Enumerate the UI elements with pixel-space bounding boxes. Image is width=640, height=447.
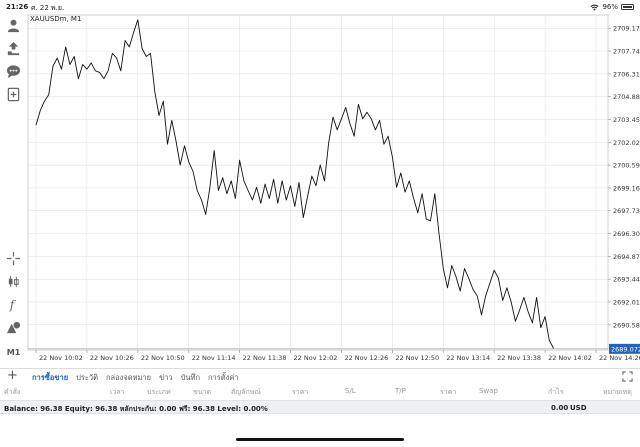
price-tick-label: 2692.010 bbox=[613, 298, 640, 306]
trade-button[interactable] bbox=[4, 39, 23, 58]
time-tick-label: 22 Nov 13:14 bbox=[446, 354, 490, 362]
column-header-1[interactable]: เวลา bbox=[110, 388, 125, 396]
account-balance-row: Balance: 96.38 Equity: 96.38 หลักประกัน:… bbox=[0, 400, 640, 414]
total-profit: 0.00 bbox=[551, 404, 569, 412]
battery-icon bbox=[621, 4, 634, 10]
status-date: ศ. 22 พ.ย. bbox=[31, 4, 65, 12]
indicators-button[interactable]: f bbox=[4, 295, 23, 314]
price-tick-label: 2694.870 bbox=[613, 253, 640, 261]
price-tick-label: 2706.310 bbox=[613, 70, 640, 78]
crosshair-icon bbox=[6, 251, 21, 266]
balance-summary: Balance: 96.38 Equity: 96.38 หลักประกัน:… bbox=[4, 405, 268, 413]
time-tick-label: 22 Nov 10:50 bbox=[141, 354, 185, 362]
tab-1[interactable]: ประวัติ bbox=[76, 373, 99, 382]
price-tick-label: 2693.440 bbox=[613, 276, 640, 284]
status-time: 21:26 bbox=[6, 3, 29, 11]
price-tick-label: 2709.170 bbox=[613, 25, 640, 33]
price-tick-label: 2699.160 bbox=[613, 184, 640, 192]
chat-button[interactable] bbox=[4, 62, 23, 81]
indicator-icon: f bbox=[9, 298, 17, 312]
price-tick-label: 2697.730 bbox=[613, 207, 640, 215]
time-tick-label: 22 Nov 10:26 bbox=[90, 354, 134, 362]
trade-icon bbox=[7, 41, 20, 56]
svg-text:f: f bbox=[9, 298, 17, 312]
objects-icon bbox=[6, 321, 21, 334]
plot-frame bbox=[27, 14, 609, 351]
tab-2[interactable]: กล่องจดหมาย bbox=[106, 373, 152, 382]
expand-panel-icon[interactable] bbox=[622, 371, 633, 382]
price-tick-label: 2707.740 bbox=[613, 48, 640, 56]
timeframe-label: M1 bbox=[6, 348, 21, 357]
time-tick-label: 22 Nov 11:38 bbox=[243, 354, 287, 362]
price-tick-label: 2696.300 bbox=[613, 230, 640, 238]
terminal-tabs: การซื้อขาย ประวัติ กล่องจดหมาย ข่าว บันทึก กา… bbox=[32, 372, 239, 384]
crosshair-button[interactable] bbox=[4, 249, 23, 268]
time-tick-label: 22 Nov 14:26 bbox=[599, 354, 640, 362]
account-button[interactable] bbox=[4, 16, 23, 35]
column-header-8[interactable]: ราคา bbox=[440, 388, 457, 396]
price-tick-label: 2690.580 bbox=[613, 321, 640, 329]
time-tick-label: 22 Nov 12:02 bbox=[294, 354, 338, 362]
price-tick-label: 2702.020 bbox=[613, 139, 640, 147]
tab-5[interactable]: การตั้งค่า bbox=[208, 373, 239, 382]
price-chart[interactable]: 2709.170 2707.740 2706.310 2704.880 2703.450… bbox=[27, 14, 640, 366]
price-tick-label: 2700.590 bbox=[613, 162, 640, 170]
chart-canvas[interactable]: 2709.170 2707.740 2706.310 2704.880 2703.450… bbox=[27, 14, 640, 366]
wifi-icon bbox=[590, 4, 599, 11]
new-chart-button[interactable] bbox=[4, 85, 23, 104]
time-tick-label: 22 Nov 10:02 bbox=[39, 354, 83, 362]
tab-4[interactable]: บันทึก bbox=[180, 373, 201, 382]
column-header-9[interactable]: Swap bbox=[479, 387, 498, 395]
person-icon bbox=[7, 19, 20, 33]
battery-percent: 96% bbox=[602, 3, 618, 11]
time-tick-label: 22 Nov 11:14 bbox=[192, 354, 236, 362]
current-price-badge bbox=[609, 343, 640, 354]
chart-type-button[interactable] bbox=[4, 272, 23, 291]
add-order-button[interactable]: + bbox=[7, 368, 18, 383]
terminal-tab-bar: + การซื้อขาย ประวัติ กล่องจดหมาย ข่าว บันทึก… bbox=[0, 368, 640, 384]
candlestick-icon bbox=[8, 275, 19, 288]
price-tick-label: 2704.880 bbox=[613, 93, 640, 101]
time-tick-label: 22 Nov 13:38 bbox=[497, 354, 541, 362]
column-header-6[interactable]: S/L bbox=[345, 387, 356, 395]
add-chart-icon bbox=[7, 87, 20, 102]
price-tick-label: 2703.450 bbox=[613, 116, 640, 124]
column-header-10[interactable]: กำไร bbox=[548, 388, 564, 396]
home-indicator[interactable] bbox=[236, 438, 404, 441]
column-header-5[interactable]: ราคา bbox=[292, 388, 309, 396]
column-header-3[interactable]: ขนาด bbox=[193, 388, 212, 396]
time-tick-label: 22 Nov 14:02 bbox=[548, 354, 592, 362]
status-indicators: 96% bbox=[590, 3, 634, 11]
tab-0[interactable]: การซื้อขาย bbox=[32, 373, 69, 382]
current-price-label: 2689.072 bbox=[611, 345, 640, 353]
left-toolbar: f M1 bbox=[0, 14, 27, 366]
column-header-2[interactable]: ประเภท bbox=[147, 388, 171, 396]
chat-icon bbox=[6, 65, 21, 79]
column-header-4[interactable]: สัญลักษณ์ bbox=[231, 388, 261, 396]
status-bar: 21:26 ศ. 22 พ.ย. 96% bbox=[0, 0, 640, 14]
chart-symbol-label: XAUUSDm, M1 bbox=[30, 15, 82, 23]
trade-table-header: คำสั่ง เวลา ประเภท ขนาด สัญลักษณ์ ราคา S/L T/P ร… bbox=[0, 385, 640, 397]
account-currency: USD bbox=[570, 404, 587, 412]
timeframe-button[interactable]: M1 bbox=[4, 343, 23, 362]
tab-3[interactable]: ข่าว bbox=[159, 373, 173, 382]
column-header-0[interactable]: คำสั่ง bbox=[4, 388, 21, 396]
price-series-line bbox=[35, 19, 554, 349]
time-tick-label: 22 Nov 12:26 bbox=[344, 354, 388, 362]
column-header-11[interactable]: หมายเหตุ bbox=[603, 388, 632, 396]
column-header-7[interactable]: T/P bbox=[395, 387, 406, 395]
time-tick-label: 22 Nov 12:50 bbox=[395, 354, 439, 362]
objects-button[interactable] bbox=[4, 318, 23, 337]
